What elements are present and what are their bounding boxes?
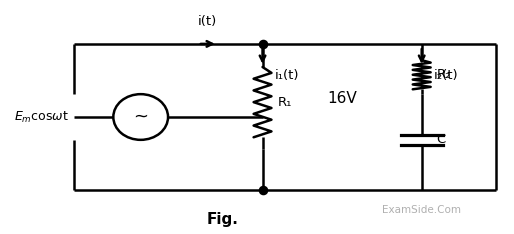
Text: R₁: R₁ xyxy=(278,96,292,109)
Text: Fig.: Fig. xyxy=(207,212,238,227)
Text: R₂: R₂ xyxy=(436,68,451,81)
Text: ExamSide.Com: ExamSide.Com xyxy=(382,205,461,215)
Text: 16V: 16V xyxy=(327,91,357,106)
Point xyxy=(259,42,267,46)
Text: C: C xyxy=(436,133,446,146)
Text: i₂(t): i₂(t) xyxy=(434,69,459,82)
Text: ~: ~ xyxy=(133,108,148,126)
Text: i₁(t): i₁(t) xyxy=(275,69,300,82)
Point xyxy=(259,188,267,192)
Text: i(t): i(t) xyxy=(198,15,217,28)
Text: $\mathit{E_m}$cos$\mathit{\omega}$t: $\mathit{E_m}$cos$\mathit{\omega}$t xyxy=(14,110,68,124)
